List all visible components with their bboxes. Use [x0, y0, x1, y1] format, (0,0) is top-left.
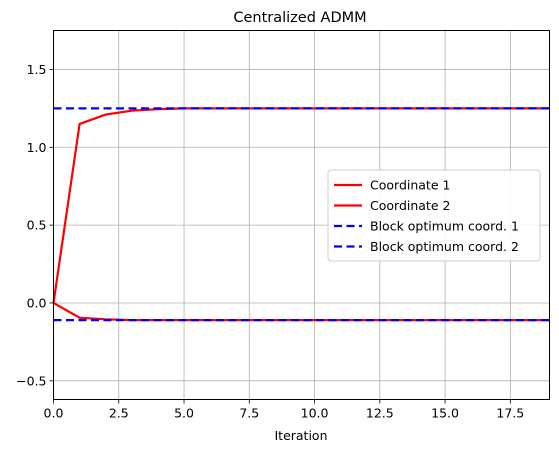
x-tick-label: 2.5: [109, 406, 129, 421]
legend-label-1: Coordinate 1: [370, 178, 450, 193]
x-tick-label: 10.0: [301, 406, 329, 421]
axis-ticks: 0.0 2.5 5.0 7.5 10.0 12.5 15.0 17.5 −0.5 0.0 0.5 1.…: [16, 62, 524, 421]
y-tick-label: 1.0: [27, 140, 47, 155]
x-tick-label: 5.0: [174, 406, 194, 421]
x-tick-label: 17.5: [496, 406, 524, 421]
x-tick-label: 12.5: [366, 406, 394, 421]
y-tick-label: 1.5: [27, 62, 47, 77]
legend-label-3: Block optimum coord. 1: [370, 219, 519, 234]
x-tick-label: 15.0: [431, 406, 459, 421]
y-tick-label: 0.0: [27, 295, 47, 310]
y-tick-label: 0.5: [27, 218, 47, 233]
plot-series: [52, 107, 550, 322]
legend-box: [327, 169, 541, 262]
legend: Coordinate 1 Coordinate 2 Block optimum co…: [327, 169, 541, 262]
plot-frame: [53, 30, 550, 400]
x-tick-label: 0.0: [44, 406, 64, 421]
chart-title: Centralized ADMM: [233, 10, 366, 26]
y-tick-label: −0.5: [16, 373, 46, 388]
x-tick-label: 7.5: [239, 406, 259, 421]
legend-label-4: Block optimum coord. 2: [370, 239, 519, 254]
series-line-2: [52, 302, 550, 322]
x-axis-label: Iteration: [274, 428, 327, 443]
legend-label-2: Coordinate 2: [370, 198, 450, 213]
